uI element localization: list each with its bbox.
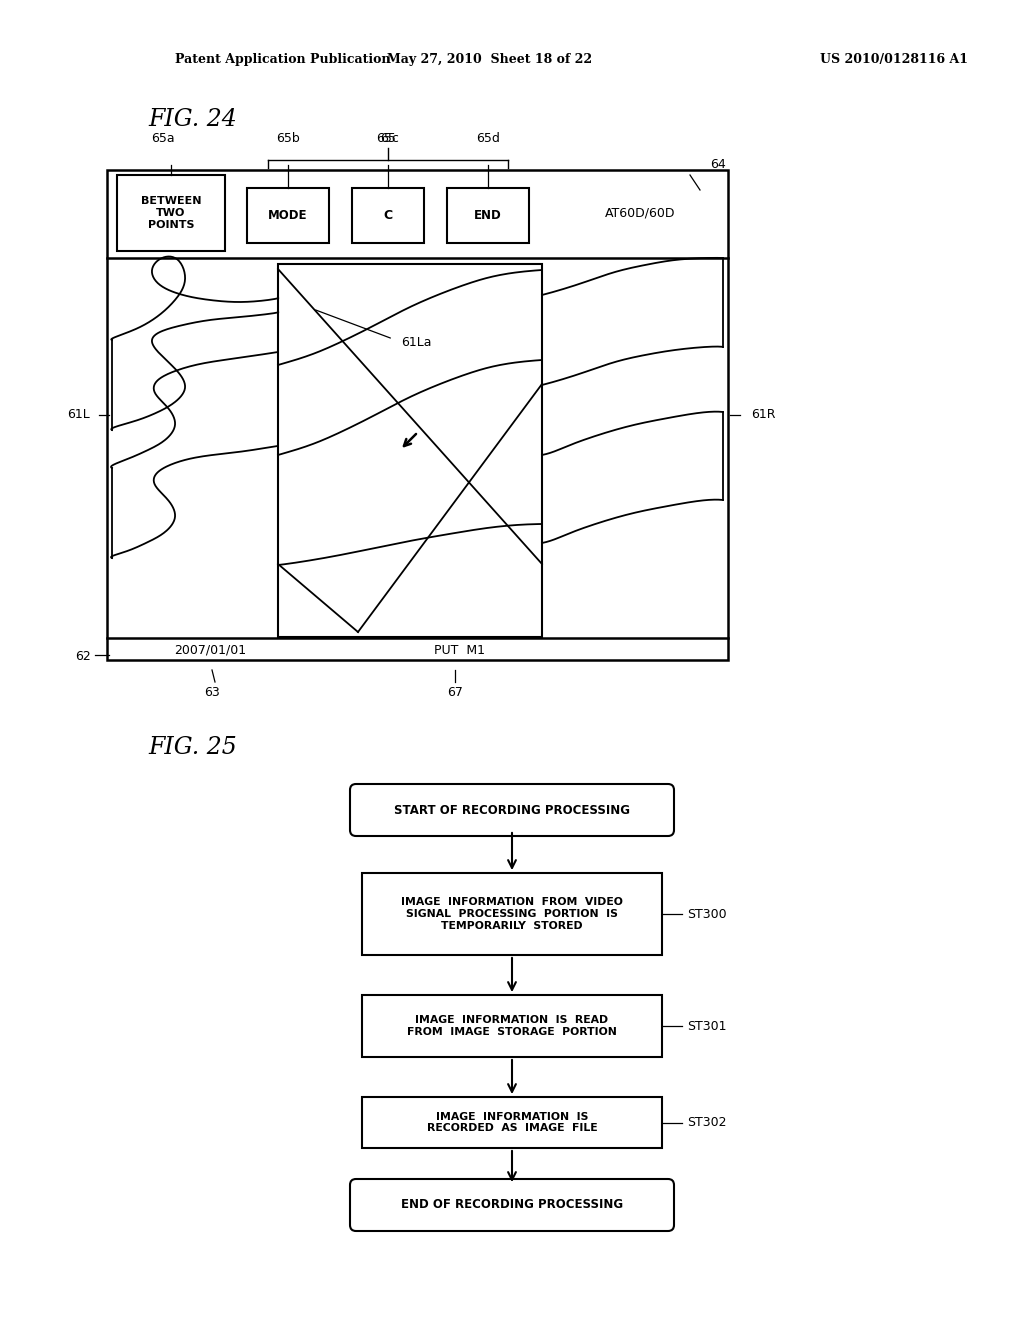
Text: MODE: MODE (268, 209, 308, 222)
Text: 65a: 65a (152, 132, 175, 144)
Text: IMAGE  INFORMATION  IS
RECORDED  AS  IMAGE  FILE: IMAGE INFORMATION IS RECORDED AS IMAGE F… (427, 1111, 597, 1134)
Text: BETWEEN
TWO
POINTS: BETWEEN TWO POINTS (140, 197, 202, 230)
Text: 64: 64 (710, 158, 726, 172)
Text: 2007/01/01: 2007/01/01 (174, 644, 246, 656)
FancyBboxPatch shape (350, 784, 674, 836)
Text: FIG. 24: FIG. 24 (148, 108, 237, 132)
Text: START OF RECORDING PROCESSING: START OF RECORDING PROCESSING (394, 804, 630, 817)
Text: 65c: 65c (377, 132, 399, 144)
Text: 65: 65 (380, 132, 396, 144)
Text: ST302: ST302 (687, 1115, 726, 1129)
Bar (117, 176, 225, 251)
Text: AT60D/60D: AT60D/60D (605, 206, 675, 219)
Text: 63: 63 (204, 685, 220, 698)
Text: FIG. 25: FIG. 25 (148, 737, 237, 759)
Text: 65d: 65d (476, 132, 500, 144)
Text: IMAGE  INFORMATION  IS  READ
FROM  IMAGE  STORAGE  PORTION: IMAGE INFORMATION IS READ FROM IMAGE STO… (408, 1015, 616, 1036)
Bar (362, 995, 662, 1057)
Text: 67: 67 (447, 685, 463, 698)
Text: END OF RECORDING PROCESSING: END OF RECORDING PROCESSING (401, 1199, 623, 1212)
Text: ST300: ST300 (687, 908, 727, 920)
Bar (362, 1097, 662, 1148)
Text: 61La: 61La (401, 335, 431, 348)
FancyBboxPatch shape (350, 1179, 674, 1232)
Text: 61R: 61R (751, 408, 775, 421)
Bar (362, 873, 662, 954)
Text: ST301: ST301 (687, 1019, 726, 1032)
Bar (106, 170, 728, 660)
Text: END: END (474, 209, 502, 222)
Text: 62: 62 (75, 651, 91, 664)
Bar (247, 187, 329, 243)
Bar (278, 264, 542, 638)
Text: 61L: 61L (68, 408, 90, 421)
Text: US 2010/0128116 A1: US 2010/0128116 A1 (820, 54, 968, 66)
Bar (352, 187, 424, 243)
Text: 65b: 65b (276, 132, 300, 144)
Text: C: C (383, 209, 392, 222)
Text: IMAGE  INFORMATION  FROM  VIDEO
SIGNAL  PROCESSING  PORTION  IS
TEMPORARILY  STO: IMAGE INFORMATION FROM VIDEO SIGNAL PROC… (401, 898, 623, 931)
Text: Patent Application Publication: Patent Application Publication (175, 54, 390, 66)
Bar (447, 187, 529, 243)
Text: PUT  M1: PUT M1 (434, 644, 485, 656)
Text: May 27, 2010  Sheet 18 of 22: May 27, 2010 Sheet 18 of 22 (387, 54, 593, 66)
